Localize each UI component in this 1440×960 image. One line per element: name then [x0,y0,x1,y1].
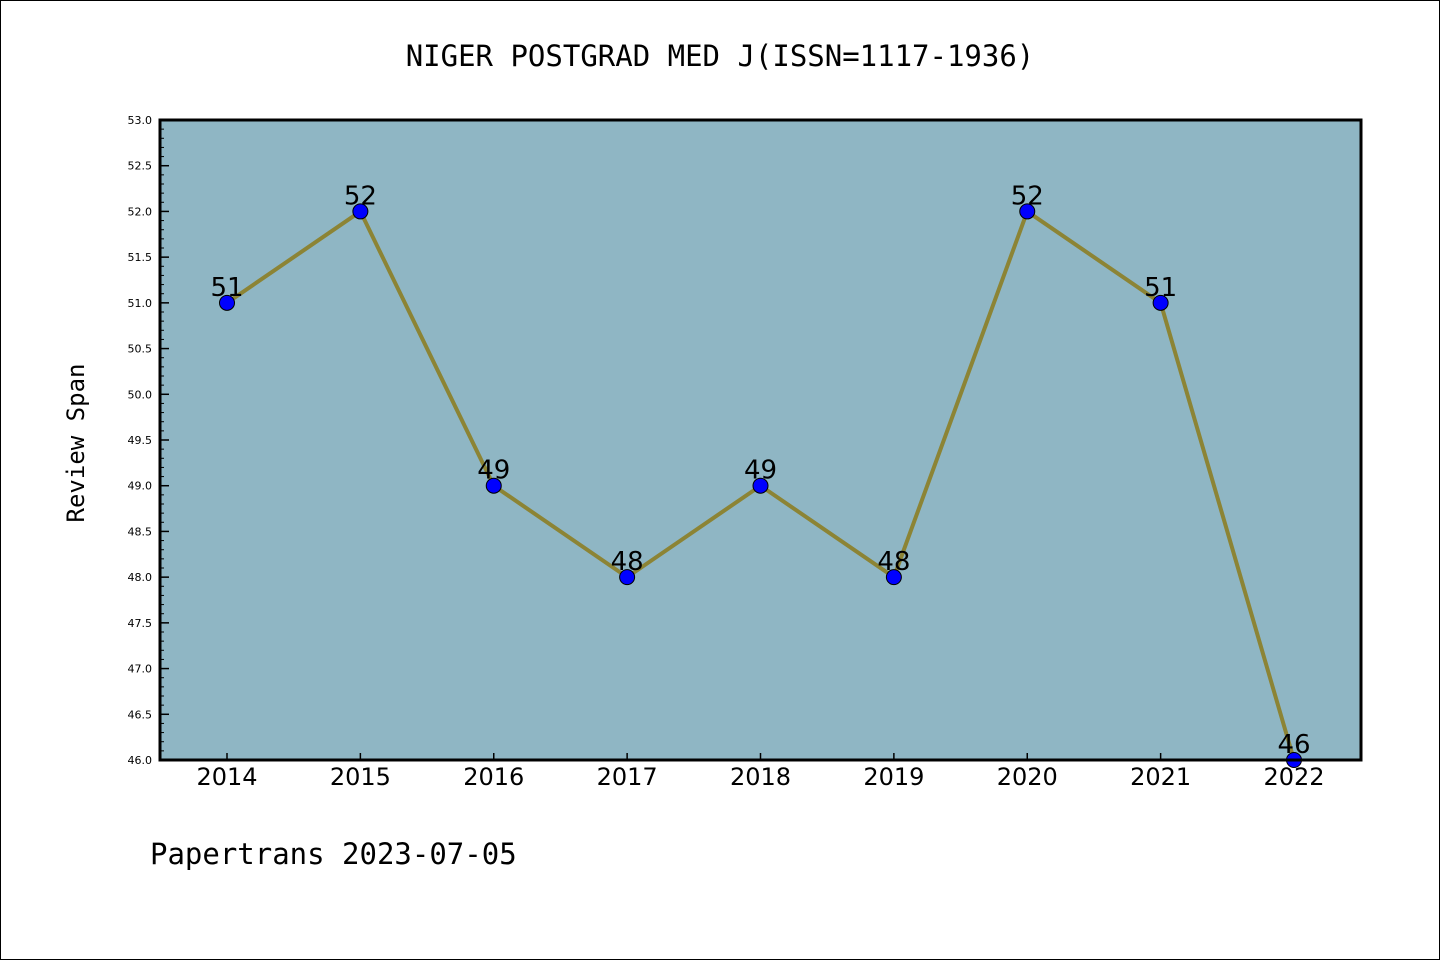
y-tick-label: 52.0 [128,205,153,218]
x-axis-ticks: 2014 2015 2016 2017 2018 2019 2020 2021 2022 [196,753,1325,791]
x-tick-label: 2018 [730,763,791,791]
data-label: 49 [477,456,510,486]
y-tick-label: 46.0 [128,754,153,767]
y-tick-label: 46.5 [128,708,153,721]
y-axis-ticks: 46.0 46.5 47.0 47.5 48.0 48.5 49.0 49.5 50.0 50.5… [128,114,169,767]
y-tick-label: 50.0 [128,388,153,401]
y-tick-label: 49.5 [128,434,153,447]
x-tick-label: 2020 [997,763,1058,791]
chart-title: NIGER POSTGRAD MED J(ISSN=1117-1936) [406,39,1035,73]
y-axis-label: Review Span [62,364,90,523]
x-tick-label: 2017 [597,763,658,791]
plot-area [160,120,1361,760]
x-tick-label: 2019 [863,763,924,791]
data-label: 46 [1277,730,1310,760]
data-point [219,294,235,311]
y-tick-label: 51.0 [128,297,153,310]
y-tick-label: 48.5 [128,525,153,538]
data-label: 49 [744,456,777,486]
y-tick-label: 50.5 [128,343,153,356]
data-label: 48 [611,547,644,577]
y-tick-label: 51.5 [128,251,153,264]
plot-border [158,118,1363,762]
y-tick-label: 53.0 [128,114,153,127]
x-tick-label: 2016 [463,763,524,791]
data-point [1152,294,1169,311]
data-label: 48 [877,547,910,577]
data-label: 51 [210,273,243,303]
x-tick-label: 2021 [1130,763,1191,791]
data-point [885,569,902,586]
x-tick-label: 2015 [330,763,391,791]
data-point [485,477,502,494]
markers-layer [219,203,1302,768]
data-point [619,569,636,586]
data-point [1019,203,1036,220]
data-label: 52 [344,181,377,211]
data-point [752,477,769,494]
x-tick-label: 2014 [196,763,257,791]
footer-text: Papertrans 2023-07-05 [150,837,517,871]
y-tick-label: 47.5 [128,617,153,630]
y-tick-label: 49.0 [128,480,153,493]
data-label: 52 [1011,181,1044,211]
y-tick-label: 47.0 [128,663,153,676]
y-tick-label: 48.0 [128,571,153,584]
data-label: 51 [1144,273,1177,303]
data-point [352,203,369,220]
data-labels-layer: 51 52 49 48 49 48 52 51 46 [210,181,1310,760]
y-tick-label: 52.5 [128,160,153,173]
